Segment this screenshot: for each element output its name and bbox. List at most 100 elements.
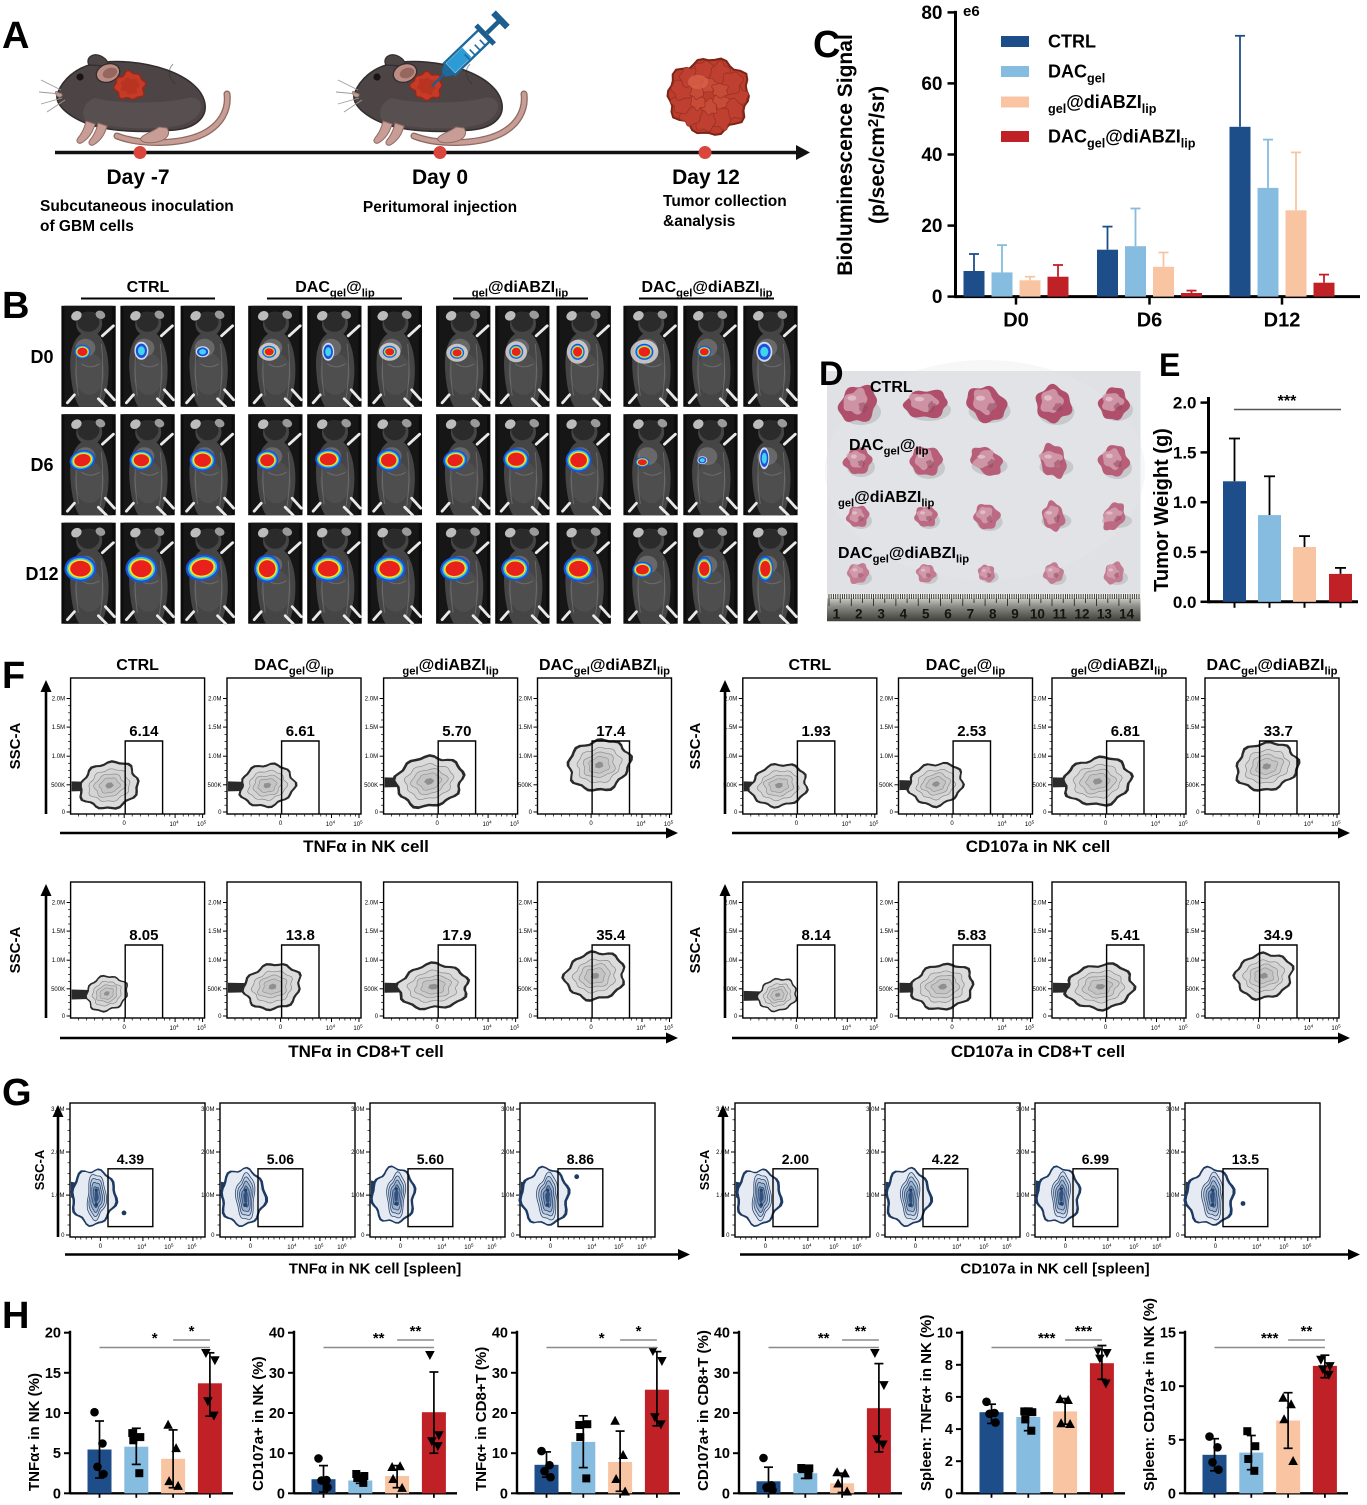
svg-text:104: 104 xyxy=(997,1024,1007,1033)
svg-text:500K: 500K xyxy=(207,783,221,789)
svg-text:0: 0 xyxy=(53,1486,61,1500)
svg-text:Tumor collection: Tumor collection xyxy=(663,193,787,210)
svg-text:0: 0 xyxy=(1026,1233,1030,1239)
svg-text:0: 0 xyxy=(500,1486,508,1500)
svg-text:2.0M: 2.0M xyxy=(1166,1150,1179,1156)
svg-text:105: 105 xyxy=(1025,1024,1035,1033)
svg-text:105: 105 xyxy=(664,1024,674,1033)
svg-text:104: 104 xyxy=(137,1243,147,1252)
svg-text:CTRL: CTRL xyxy=(1048,32,1096,52)
svg-text:D0: D0 xyxy=(1003,310,1029,332)
svg-text:2.0M: 2.0M xyxy=(365,697,378,703)
svg-text:105: 105 xyxy=(353,820,363,829)
svg-text:**: ** xyxy=(818,1330,830,1347)
svg-text:0: 0 xyxy=(399,1244,403,1250)
svg-text:500K: 500K xyxy=(723,783,737,789)
svg-text:1.0M: 1.0M xyxy=(519,958,532,964)
svg-text:0: 0 xyxy=(764,1244,768,1250)
svg-text:0: 0 xyxy=(734,1014,738,1020)
svg-text:0: 0 xyxy=(1104,1025,1108,1031)
svg-text:5.06: 5.06 xyxy=(267,1151,294,1167)
svg-text:40: 40 xyxy=(269,1326,285,1342)
svg-text:Subcutaneous inoculation: Subcutaneous inoculation xyxy=(40,198,234,215)
svg-text:1.5M: 1.5M xyxy=(724,929,737,935)
svg-text:104: 104 xyxy=(1151,1024,1161,1033)
svg-text:500K: 500K xyxy=(207,987,221,993)
svg-text:1.5M: 1.5M xyxy=(519,725,532,731)
svg-text:0: 0 xyxy=(950,821,954,827)
svg-text:5.41: 5.41 xyxy=(1111,927,1140,944)
svg-text:0: 0 xyxy=(211,1233,215,1239)
svg-text:0: 0 xyxy=(249,1244,253,1250)
svg-text:G: G xyxy=(2,1072,32,1114)
svg-text:0: 0 xyxy=(277,1486,285,1500)
svg-text:D: D xyxy=(819,355,844,393)
svg-text:1.5M: 1.5M xyxy=(365,725,378,731)
svg-text:0: 0 xyxy=(890,810,894,816)
svg-text:7: 7 xyxy=(967,607,975,622)
svg-text:0: 0 xyxy=(279,821,283,827)
svg-text:2.0M: 2.0M xyxy=(1033,901,1046,907)
svg-text:0: 0 xyxy=(529,810,533,816)
svg-text:4.39: 4.39 xyxy=(117,1151,144,1167)
svg-text:1.0M: 1.0M xyxy=(519,754,532,760)
svg-text:CTRL: CTRL xyxy=(116,657,159,674)
svg-text:***: *** xyxy=(1075,1323,1093,1340)
svg-text:0: 0 xyxy=(375,810,379,816)
svg-text:6: 6 xyxy=(944,607,952,622)
svg-text:9: 9 xyxy=(1011,607,1019,622)
svg-text:20: 20 xyxy=(921,216,942,237)
svg-text:105: 105 xyxy=(510,820,520,829)
svg-text:10: 10 xyxy=(1030,607,1045,622)
svg-text:1.5M: 1.5M xyxy=(1186,725,1199,731)
svg-text:104: 104 xyxy=(842,820,852,829)
svg-text:SSC-A: SSC-A xyxy=(7,926,24,973)
svg-text:*: * xyxy=(152,1330,158,1347)
svg-text:Spleen: CD107a+ in NK (%): Spleen: CD107a+ in NK (%) xyxy=(1141,1298,1158,1491)
svg-text:TNFα in NK cell [spleen]: TNFα in NK cell [spleen] xyxy=(289,1261,462,1278)
svg-text:CD107a in NK cell [spleen]: CD107a in NK cell [spleen] xyxy=(960,1261,1149,1278)
svg-text:D6: D6 xyxy=(30,455,53,475)
svg-text:500K: 500K xyxy=(879,987,893,993)
svg-text:1.0M: 1.0M xyxy=(880,754,893,760)
svg-text:0: 0 xyxy=(123,821,127,827)
svg-text:6: 6 xyxy=(945,1390,953,1406)
svg-text:104: 104 xyxy=(1304,820,1314,829)
svg-text:0: 0 xyxy=(1257,1025,1261,1031)
svg-text:6.61: 6.61 xyxy=(286,723,315,740)
svg-text:0: 0 xyxy=(1257,821,1261,827)
svg-text:2.0M: 2.0M xyxy=(724,901,737,907)
svg-text:CD107a+ in NK (%): CD107a+ in NK (%) xyxy=(250,1356,267,1491)
svg-text:0: 0 xyxy=(1043,1014,1047,1020)
svg-text:1.93: 1.93 xyxy=(801,723,830,740)
svg-text:0: 0 xyxy=(511,1233,515,1239)
svg-text:1.0M: 1.0M xyxy=(866,1193,879,1199)
svg-text:106: 106 xyxy=(487,1243,497,1252)
svg-text:500K: 500K xyxy=(364,783,378,789)
svg-text:1.5M: 1.5M xyxy=(880,929,893,935)
svg-text:***: *** xyxy=(1278,393,1297,410)
svg-text:20: 20 xyxy=(714,1406,730,1422)
svg-text:Bioluminescence Signal: Bioluminescence Signal xyxy=(834,34,857,276)
svg-text:Tumor Weight (g): Tumor Weight (g) xyxy=(1151,428,1173,592)
svg-text:C: C xyxy=(813,24,840,66)
svg-text:SSC-A: SSC-A xyxy=(687,722,704,769)
svg-text:34.9: 34.9 xyxy=(1264,927,1293,944)
svg-text:0: 0 xyxy=(1064,1244,1068,1250)
svg-text:5.70: 5.70 xyxy=(442,723,471,740)
svg-text:2.0M: 2.0M xyxy=(1186,901,1199,907)
svg-text:***: *** xyxy=(1038,1330,1056,1347)
svg-text:0: 0 xyxy=(1176,1233,1180,1239)
svg-text:2.0M: 2.0M xyxy=(208,697,221,703)
svg-text:105: 105 xyxy=(829,1243,839,1252)
svg-text:10: 10 xyxy=(1160,1379,1176,1395)
svg-text:*: * xyxy=(636,1323,642,1340)
svg-text:105: 105 xyxy=(1025,820,1035,829)
svg-text:CD107a in CD8+T cell: CD107a in CD8+T cell xyxy=(951,1042,1125,1061)
svg-text:0: 0 xyxy=(1196,1014,1200,1020)
svg-text:0: 0 xyxy=(279,1025,283,1031)
svg-text:3.0M: 3.0M xyxy=(201,1107,214,1113)
svg-text:104: 104 xyxy=(997,820,1007,829)
svg-text:TNFα in CD8+T cell: TNFα in CD8+T cell xyxy=(288,1042,443,1061)
svg-text:1.0M: 1.0M xyxy=(1186,958,1199,964)
